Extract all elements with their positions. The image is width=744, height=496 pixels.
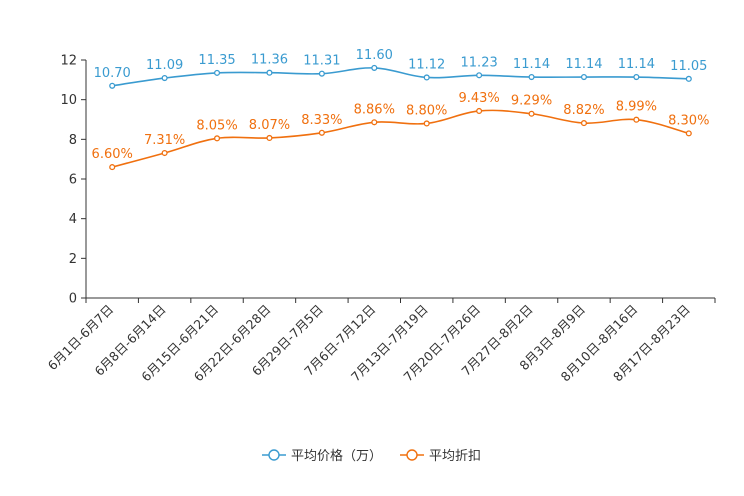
data-point [528, 110, 535, 117]
data-label: 9.29% [511, 94, 552, 109]
y-tick-label: 10 [60, 93, 77, 108]
series-1: 10.70 11.09 11.35 11.36 11.31 11.60 11.12 11.23… [94, 48, 707, 89]
data-label: 8.99% [616, 100, 657, 115]
data-point [528, 74, 535, 81]
y-tick-label: 6 [69, 173, 77, 188]
data-label: 11.35 [198, 53, 235, 68]
y-tick-label: 4 [69, 212, 77, 227]
data-label: 11.23 [461, 55, 498, 70]
data-label: 11.36 [251, 53, 288, 68]
data-label: 11.31 [303, 54, 340, 69]
data-label: 11.60 [356, 48, 393, 63]
data-point [213, 69, 221, 76]
data-point [109, 82, 116, 89]
data-label: 7.31% [144, 133, 185, 148]
data-label: 8.80% [406, 103, 447, 118]
data-point [161, 74, 168, 82]
legend-label: 平均价格（万） [291, 448, 382, 464]
data-point [476, 72, 483, 79]
data-label: 11.12 [408, 57, 445, 72]
data-point [685, 130, 692, 137]
y-tick-label: 2 [69, 252, 77, 267]
data-label: 11.09 [146, 58, 183, 73]
data-point [371, 119, 378, 126]
data-label: 8.07% [249, 118, 290, 133]
data-point [161, 149, 168, 157]
data-point [633, 116, 640, 123]
data-label: 8.30% [668, 113, 709, 128]
data-label: 11.05 [670, 59, 707, 74]
data-point [423, 120, 430, 127]
data-point [318, 129, 325, 136]
data-label: 11.14 [565, 57, 602, 72]
data-label: 11.14 [513, 57, 550, 72]
data-point [109, 164, 116, 171]
data-label: 8.33% [301, 113, 342, 128]
legend-item-2[interactable]: 平均折扣 [400, 449, 481, 464]
data-point [580, 74, 588, 81]
data-point [633, 74, 640, 81]
y-tick-label: 12 [60, 54, 77, 69]
series-line [112, 67, 689, 87]
series-2: 6.60% 7.31% 8.05% 8.07% 8.33% 8.86% 8.80% 9.43%… [92, 91, 709, 171]
data-point [213, 135, 221, 142]
legend-label: 平均折扣 [429, 449, 481, 464]
legend-item-1[interactable]: 平均价格（万） [262, 448, 382, 464]
data-label: 8.05% [196, 118, 237, 133]
data-point [266, 134, 273, 141]
series-line [112, 109, 689, 168]
legend-marker-icon [268, 449, 280, 461]
data-label: 9.43% [458, 91, 499, 106]
data-label: 8.82% [563, 103, 604, 118]
data-point [685, 75, 692, 82]
y-tick-label: 0 [69, 292, 77, 307]
data-point [318, 70, 325, 77]
data-point [423, 74, 430, 81]
legend-marker-icon [406, 449, 418, 461]
data-point [266, 69, 273, 76]
data-point [580, 120, 588, 127]
data-label: 6.60% [92, 147, 133, 162]
data-point [476, 107, 483, 115]
chart-series: 10.70 11.09 11.35 11.36 11.31 11.60 11.12 11.23… [92, 48, 709, 171]
data-label: 11.14 [618, 57, 655, 72]
data-point [371, 64, 378, 71]
y-tick-label: 8 [69, 133, 77, 148]
data-label: 8.86% [354, 102, 395, 117]
chart-legend[interactable]: 平均价格（万） 平均折扣 [262, 448, 481, 464]
data-label: 10.70 [94, 66, 131, 81]
